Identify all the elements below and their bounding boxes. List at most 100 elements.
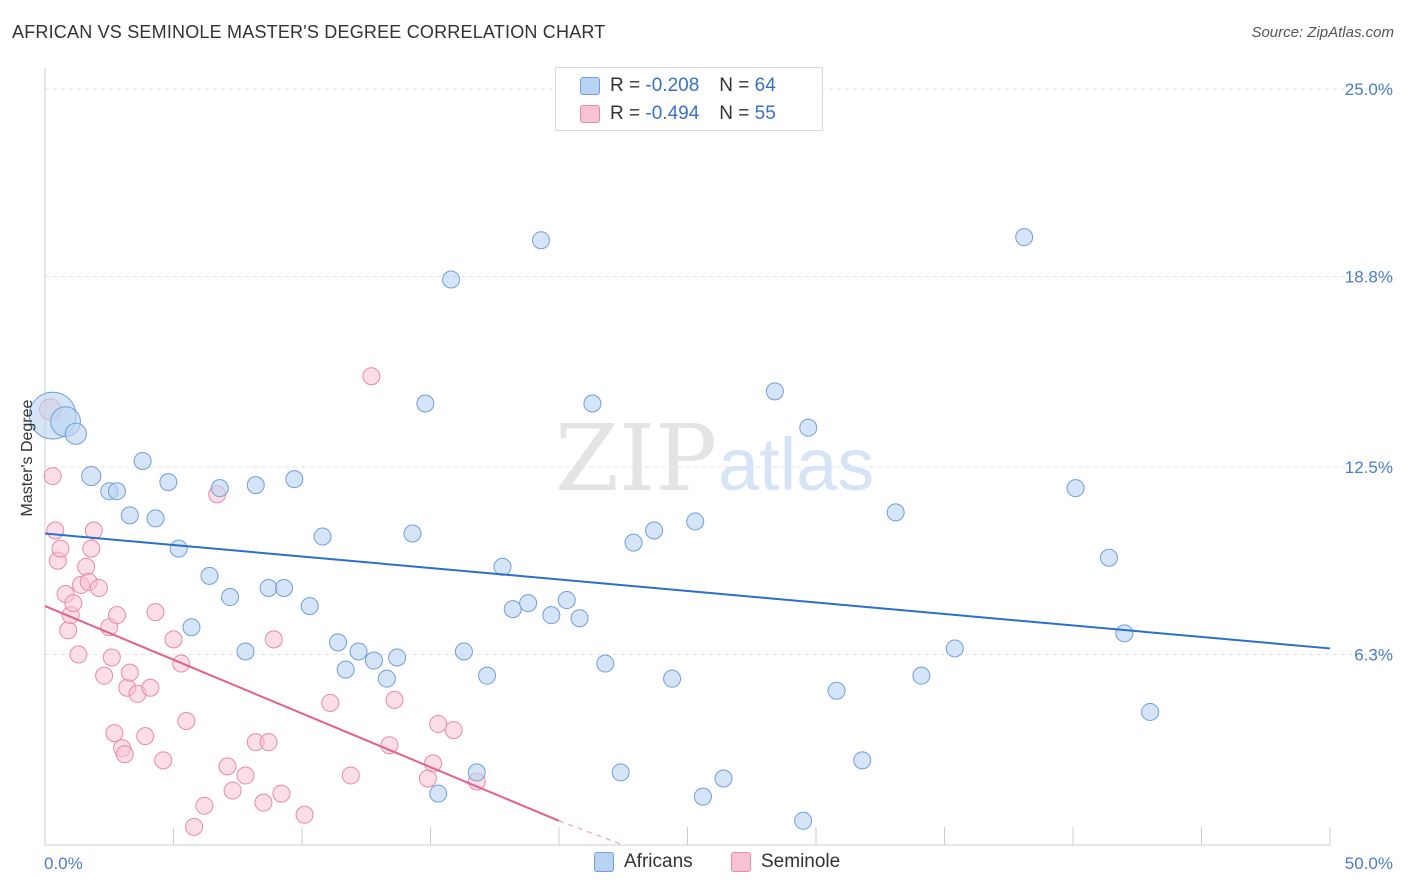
africans-point <box>853 751 872 770</box>
seminole-point <box>120 663 139 682</box>
africans-point <box>1141 702 1160 721</box>
seminole-swatch <box>580 105 600 123</box>
africans-point <box>645 521 664 540</box>
seminole-trend-extension <box>558 820 624 846</box>
seminole-legend-label: Seminole <box>761 851 841 872</box>
seminole-point <box>89 578 108 597</box>
africans-point <box>259 578 278 597</box>
seminole-point <box>444 721 463 740</box>
africans-point <box>388 648 407 667</box>
source-label: Source: ZipAtlas.com <box>1251 24 1394 41</box>
africans-point <box>454 642 473 661</box>
africans-point <box>182 618 201 637</box>
seminole-point <box>321 693 340 712</box>
africans-point <box>364 651 383 670</box>
africans-point <box>467 763 486 782</box>
africans-legend-swatch <box>594 852 614 872</box>
seminole-point <box>380 736 399 755</box>
africans-point <box>503 600 522 619</box>
x-tick-label: 0.0% <box>44 854 83 873</box>
y-tick-label: 6.3% <box>1354 645 1393 664</box>
africans-point <box>221 588 240 607</box>
seminole-point <box>185 817 204 836</box>
africans-point <box>442 270 461 289</box>
africans-point <box>328 633 347 652</box>
africans-point <box>349 642 368 661</box>
africans-point <box>532 231 551 250</box>
africans-point <box>275 578 294 597</box>
africans-point <box>1115 624 1134 643</box>
africans-point <box>557 591 576 610</box>
tick-labels: 6.3% 12.5% 18.8% 25.0% 0.0% 50.0% <box>44 80 1393 873</box>
africans-point <box>416 394 435 413</box>
africans-point <box>1015 228 1034 247</box>
seminole-point <box>164 630 183 649</box>
africans-point <box>146 509 165 528</box>
legend-r-value: -0.494 <box>645 103 700 124</box>
seminole-point <box>59 621 78 640</box>
y-axis-label: Master's Degree <box>19 399 36 516</box>
africans-point <box>912 666 931 685</box>
seminole-point <box>146 603 165 622</box>
africans-point <box>663 669 682 688</box>
seminole-point <box>418 769 437 788</box>
seminole-point <box>154 751 173 770</box>
africans-point <box>169 539 188 558</box>
seminole-legend-swatch <box>731 852 751 872</box>
y-tick-label: 25.0% <box>1345 80 1393 99</box>
x-tick-label: 50.0% <box>1345 854 1393 873</box>
watermark: ZIP atlas <box>555 405 874 512</box>
seminole-point <box>424 754 443 773</box>
africans-point <box>886 503 905 522</box>
africans-points <box>28 228 1160 830</box>
seminole-point <box>51 539 70 558</box>
africans-point <box>377 669 396 688</box>
seminole-point <box>429 715 448 734</box>
watermark-zip: ZIP <box>555 405 717 512</box>
africans-point <box>64 422 87 445</box>
africans-point <box>133 451 152 470</box>
seminole-point <box>84 521 103 540</box>
y-tick-label: 18.8% <box>1345 267 1393 286</box>
legend-r-label: R = <box>610 75 641 96</box>
africans-point <box>542 606 561 625</box>
africans-point <box>313 527 332 546</box>
seminole-point <box>95 666 114 685</box>
africans-point <box>799 418 818 437</box>
africans-point <box>1066 479 1085 498</box>
grid-lines <box>45 88 1392 655</box>
seminole-points <box>39 367 486 836</box>
seminole-point <box>64 594 83 613</box>
africans-point <box>596 654 615 673</box>
seminole-point <box>102 648 121 667</box>
seminole-point <box>43 467 62 486</box>
watermark-atlas: atlas <box>718 423 874 506</box>
seminole-point <box>69 645 88 664</box>
africans-point <box>300 597 319 616</box>
africans-point <box>403 524 422 543</box>
africans-point <box>285 470 304 489</box>
trend-lines <box>44 532 1331 846</box>
seminole-point <box>223 781 242 800</box>
y-tick-label: 12.5% <box>1345 458 1393 477</box>
legend-row-africans: R = -0.208 N = 64 <box>580 73 776 99</box>
legend-n-label: N = <box>719 75 750 96</box>
seminole-point <box>177 712 196 731</box>
seminole-point <box>259 733 278 752</box>
seminole-point <box>46 521 65 540</box>
chart-title: AFRICAN VS SEMINOLE MASTER'S DEGREE CORR… <box>12 22 606 42</box>
seminole-point <box>195 796 214 815</box>
axes <box>44 68 1331 846</box>
africans-point <box>210 479 229 498</box>
seminole-point <box>385 690 404 709</box>
africans-point <box>570 609 589 628</box>
africans-point <box>246 476 265 495</box>
seminole-point <box>295 805 314 824</box>
legend-r-label: R = <box>610 103 641 124</box>
africans-point <box>693 787 712 806</box>
seminole-point <box>77 557 96 576</box>
correlation-legend: R = -0.208 N = 64 R = -0.494 N = 55 <box>555 67 823 131</box>
africans-point <box>1099 548 1118 567</box>
africans-point <box>107 482 126 501</box>
